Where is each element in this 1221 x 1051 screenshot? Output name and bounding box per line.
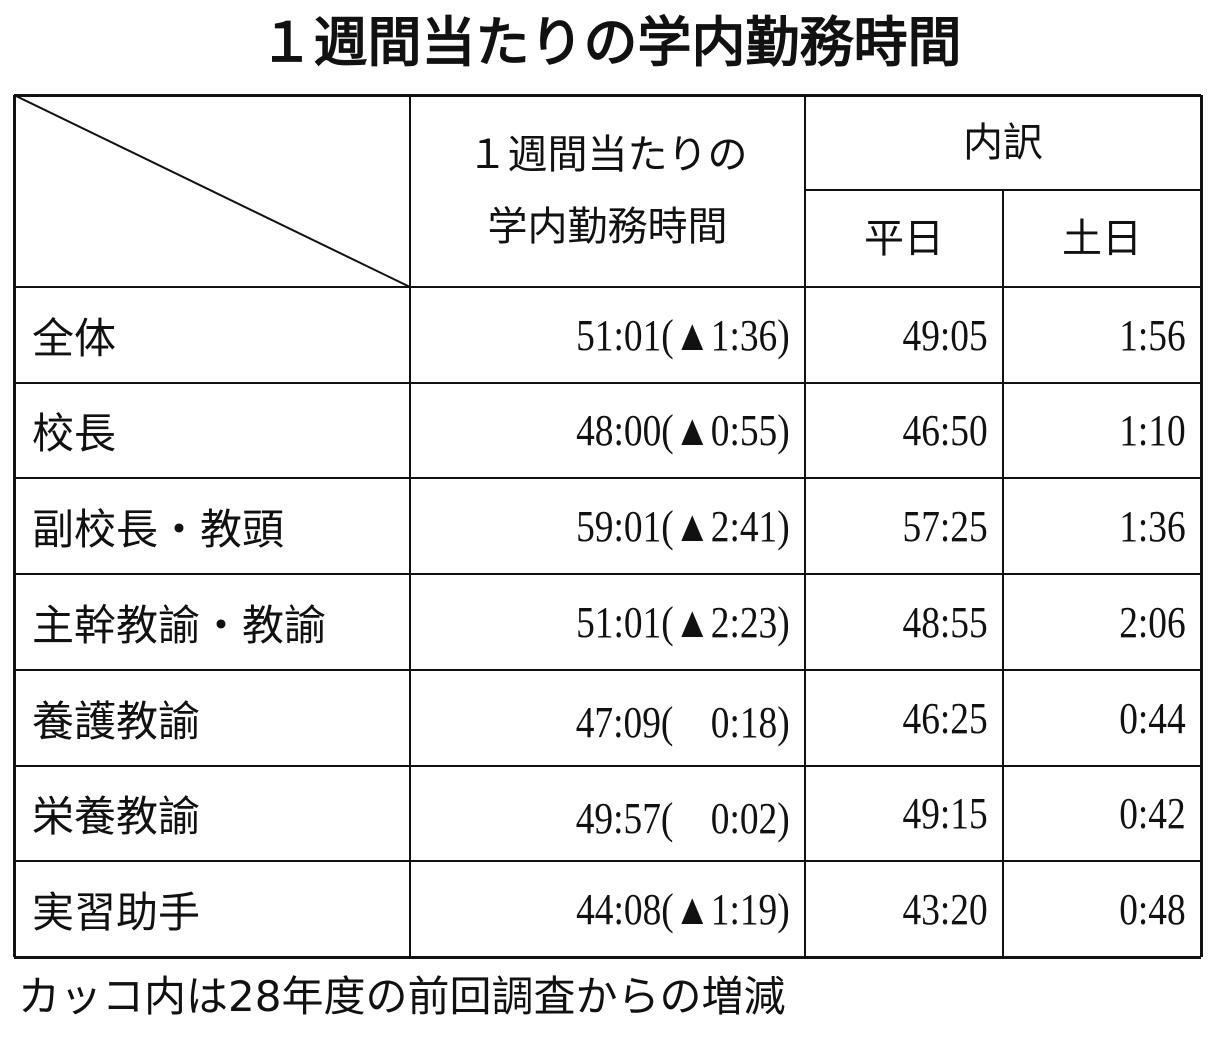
- header-line: 学内勤務時間: [487, 204, 728, 250]
- header-weekday: 平日: [864, 215, 944, 262]
- rule: [14, 669, 1201, 671]
- rule: [14, 955, 1201, 959]
- value-cell: 49:15: [902, 789, 988, 838]
- rule: [1002, 190, 1004, 957]
- rule: [804, 95, 806, 957]
- row-label: 校長: [32, 409, 117, 458]
- value-cell: 0:48: [1119, 884, 1186, 934]
- value-cell: 0:44: [1119, 693, 1186, 743]
- value-cell: 51:01(▲1:36): [576, 310, 790, 360]
- title: １週間当たりの学内勤務時間: [259, 11, 962, 74]
- rule: [1199, 95, 1203, 957]
- row-label: 副校長・教頭: [32, 504, 285, 554]
- value-cell: 48:00(▲0:55): [576, 406, 790, 455]
- header-breakdown: 内訳: [963, 119, 1043, 166]
- value-cell: 2:06: [1119, 597, 1186, 647]
- diagonal: [14, 95, 410, 287]
- value-cell: 47:09( 0:18): [575, 698, 790, 747]
- row-label: 全体: [32, 313, 117, 363]
- value-cell: 46:50: [902, 406, 988, 455]
- header-total: １週間当たりの 学内勤務時間: [410, 95, 805, 287]
- rule: [12, 95, 16, 957]
- value-cell: 44:08(▲1:19): [576, 884, 790, 934]
- header-line: １週間当たりの: [467, 132, 748, 178]
- value-cell: 46:25: [902, 693, 988, 743]
- rule: [14, 382, 1201, 384]
- value-cell: 1:36: [1119, 501, 1186, 551]
- row-label: 栄養教諭: [32, 792, 201, 841]
- value-cell: 59:01(▲2:41): [576, 501, 790, 551]
- rule: [14, 286, 1201, 288]
- value-cell: 49:05: [902, 310, 988, 360]
- rule: [409, 95, 411, 957]
- value-cell: 51:01(▲2:23): [576, 597, 790, 647]
- value-cell: 43:20: [902, 884, 988, 934]
- rule: [14, 765, 1201, 767]
- value-cell: 0:42: [1119, 789, 1186, 838]
- value-cell: 1:10: [1119, 406, 1186, 455]
- value-cell: 48:55: [902, 597, 988, 647]
- row-label: 主幹教諭・教諭: [32, 600, 327, 650]
- note: カッコ内は28年度の前回調査からの増減: [18, 972, 786, 1021]
- row-label: 実習助手: [32, 887, 201, 937]
- value-cell: 1:56: [1119, 310, 1186, 360]
- rule: [14, 477, 1201, 479]
- value-cell: 57:25: [902, 501, 988, 551]
- rule: [14, 93, 1201, 97]
- rule: [14, 573, 1201, 575]
- rule: [14, 860, 1201, 862]
- value-cell: 49:57( 0:02): [575, 793, 790, 843]
- row-label: 養護教諭: [32, 696, 201, 746]
- header-weekend: 土日: [1062, 215, 1142, 262]
